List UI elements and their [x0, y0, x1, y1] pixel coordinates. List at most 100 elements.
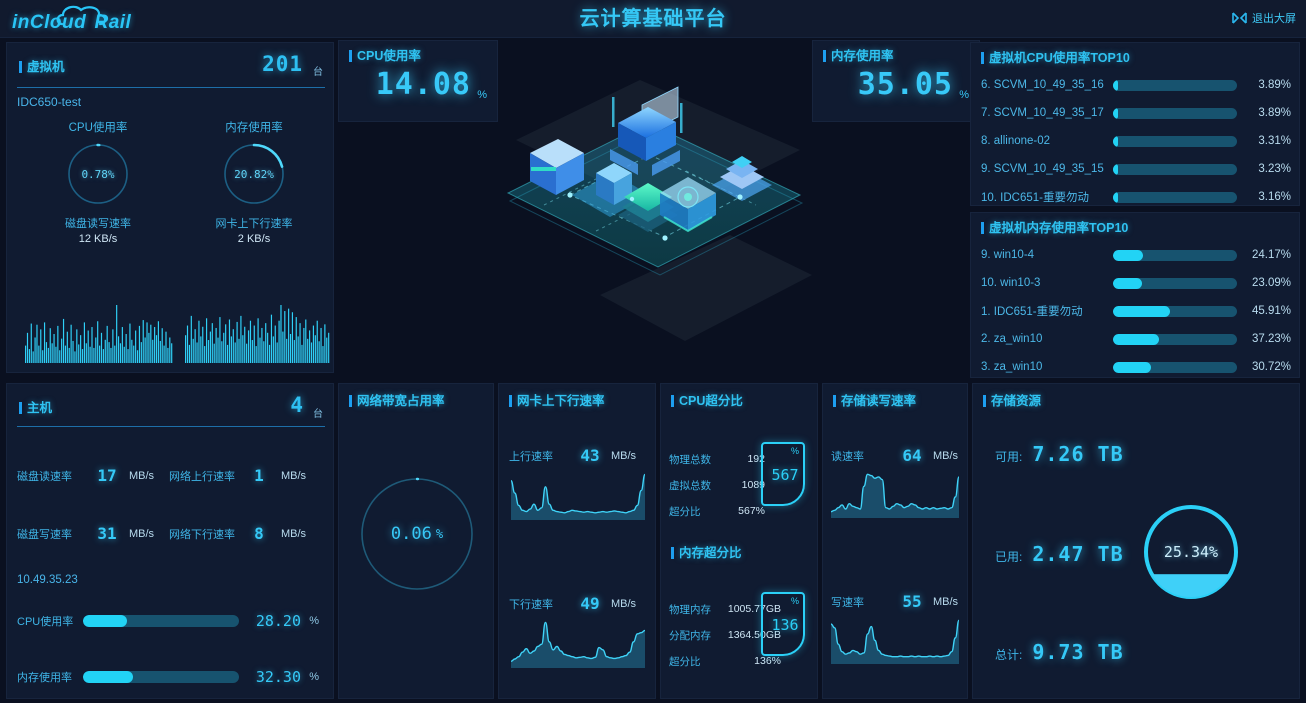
network-bandwidth-unit: %: [435, 527, 444, 541]
logo-text: inCloud Rail: [12, 12, 131, 34]
vm-cpu-gauge: 0.78%: [65, 141, 131, 207]
app-logo: inCloud Rail: [8, 3, 158, 35]
host-disk-read-value: 17: [97, 466, 117, 485]
memory-usage-unit: %: [959, 89, 969, 101]
top10-row[interactable]: 3. za_win10 30.72%: [981, 353, 1291, 381]
storage-write-chart: [830, 614, 960, 669]
top10-row[interactable]: 8. allinone-02 3.31%: [981, 127, 1291, 155]
page-title: 云计算基础平台: [579, 8, 727, 30]
storage-resource-title: 存储资源: [981, 394, 1041, 408]
host-disk-write-unit: MB/s: [129, 527, 155, 540]
memory-oversubscription-title: 内存超分比: [669, 546, 742, 560]
vm-memory-top10-title: 虚拟机内存使用率TOP10: [979, 221, 1128, 235]
host-net-down-value: 8: [254, 524, 264, 543]
host-net-down-unit: MB/s: [281, 527, 307, 540]
vm-panel-title: 虚拟机: [17, 60, 65, 74]
host-disk-read-label: 磁盘读速率: [17, 470, 72, 483]
vm-memory-gauge-label: 内存使用率: [225, 122, 283, 134]
top10-usage-percent: 3.23%: [1258, 163, 1291, 175]
bandwidth-ring-icon: [360, 477, 474, 591]
cpu-badge-unit: %: [790, 446, 799, 456]
vm-disk-label: 磁盘读写速率: [65, 218, 131, 230]
network-bandwidth-readout: 0.06 %: [357, 474, 477, 594]
nic-speed-title: 网卡上下行速率: [507, 394, 605, 408]
top10-row[interactable]: 1. IDC651-重要勿动 45.91%: [981, 297, 1291, 325]
cpu-ratio-value: 567%: [738, 505, 765, 517]
nic-download-unit: MB/s: [611, 597, 637, 610]
vm-nic-value: 2 KB/s: [237, 233, 271, 245]
cpu-badge-value: 567: [771, 466, 799, 484]
vm-name: IDC650-test: [17, 95, 82, 109]
storage-used-value: 2.47 TB: [1032, 542, 1124, 566]
cpu-physical-total-label: 物理总数: [669, 453, 711, 466]
vm-count-unit: 台: [313, 67, 323, 78]
host-cpu-row: CPU使用率 28.20 %: [17, 612, 329, 630]
vm-panel: 虚拟机 201 台 IDC650-test CPU使用率 0.78% 磁盘读写速…: [6, 42, 334, 373]
vm-cpu-value: 0.78%: [81, 167, 115, 181]
top10-vm-name: 10. IDC651-重要勿动: [981, 192, 1090, 204]
top10-usage-percent: 3.16%: [1258, 191, 1291, 203]
top10-usage-bar: [1113, 79, 1237, 91]
network-bandwidth-value: 0.06: [390, 524, 432, 544]
cpu-oversubscription-badge: % 567: [761, 442, 805, 506]
vm-disk-sparkline: [25, 301, 173, 363]
vm-cpu-top10-list: 6. SCVM_10_49_35_16 3.89% 7. SCVM_10_49_35…: [981, 71, 1291, 211]
top10-row[interactable]: 6. SCVM_10_49_35_16 3.89%: [981, 71, 1291, 99]
top10-usage-percent: 3.89%: [1258, 79, 1291, 91]
top10-usage-bar-fill: [1113, 191, 1118, 203]
host-cpu-unit: %: [309, 615, 319, 627]
exit-fullscreen-icon: [1232, 11, 1247, 24]
top10-usage-bar-fill: [1113, 277, 1142, 289]
nic-upload-chart: [510, 468, 646, 525]
host-ip-address: 10.49.35.23: [17, 574, 78, 586]
host-memory-unit: %: [309, 671, 319, 683]
exit-fullscreen-label: 退出大屏: [1252, 13, 1296, 25]
vm-panel-header: 虚拟机 201 台: [17, 52, 325, 87]
cpu-physical-total-value: 192: [747, 453, 765, 465]
top10-usage-bar: [1113, 107, 1237, 119]
host-memory-value: 32.30: [255, 668, 301, 686]
top10-usage-bar-fill: [1113, 107, 1118, 119]
top10-usage-percent: 30.72%: [1251, 361, 1291, 373]
memory-allocated-label: 分配内存: [669, 629, 711, 642]
storage-read-chart: [830, 468, 960, 523]
host-memory-row: 内存使用率 32.30 %: [17, 668, 329, 686]
top10-row[interactable]: 9. win10-4 24.17%: [981, 241, 1291, 269]
host-panel: 主机 4 台 磁盘读速率 17 MB/s 网络上行速率 1 MB/s 磁盘写速率…: [6, 383, 334, 699]
nic-speed-panel: 网卡上下行速率 上行速率 43 MB/s 下行速率 49 MB/s: [498, 383, 656, 699]
exit-fullscreen-button[interactable]: 退出大屏: [1232, 10, 1296, 26]
host-count: 4: [290, 393, 303, 417]
cloud-icon: [56, 5, 107, 26]
storage-total-value: 9.73 TB: [1032, 640, 1124, 664]
host-disk-write-value: 31: [97, 524, 117, 543]
storage-liquid-gauge-icon: [1144, 505, 1238, 599]
top10-row[interactable]: 2. za_win10 37.23%: [981, 325, 1291, 353]
host-panel-header: 主机 4 台: [17, 393, 325, 426]
nic-download-value: 49: [580, 594, 600, 613]
header-bar: inCloud Rail 云计算基础平台 退出大屏: [0, 0, 1306, 38]
top10-row[interactable]: 10. win10-3 23.09%: [981, 269, 1291, 297]
top10-usage-bar: [1113, 333, 1237, 345]
cpu-virtual-total-label: 虚拟总数: [669, 479, 711, 492]
storage-used-row: 已用: 2.47 TB: [995, 542, 1124, 566]
host-cpu-value: 28.20: [255, 612, 301, 630]
top10-usage-percent: 3.31%: [1258, 135, 1291, 147]
host-cpu-label: CPU使用率: [17, 616, 74, 628]
host-memory-bar-fill: [83, 671, 134, 683]
top10-vm-name: 9. SCVM_10_49_35_15: [981, 163, 1104, 175]
vm-memory-gauge: 20.82%: [221, 141, 287, 207]
host-net-up-unit: MB/s: [281, 469, 307, 482]
host-cpu-bar-fill: [83, 615, 127, 627]
vm-nic-label: 网卡上下行速率: [215, 218, 293, 230]
top10-usage-bar-fill: [1113, 163, 1118, 175]
top10-vm-name: 2. za_win10: [981, 333, 1043, 345]
top10-row[interactable]: 7. SCVM_10_49_35_17 3.89%: [981, 99, 1291, 127]
vm-cpu-top10-panel: 虚拟机CPU使用率TOP10 6. SCVM_10_49_35_16 3.89% 7…: [970, 42, 1300, 206]
top10-row[interactable]: 10. IDC651-重要勿动 3.16%: [981, 183, 1291, 211]
storage-read-label: 读速率: [831, 450, 864, 463]
top10-row[interactable]: 9. SCVM_10_49_35_15 3.23%: [981, 155, 1291, 183]
memory-ratio-label: 超分比: [669, 655, 701, 668]
cpu-virtual-total-row: 虚拟总数 1089: [669, 472, 765, 498]
cpu-ratio-label: 超分比: [669, 505, 701, 518]
datacenter-illustration-svg: [506, 80, 812, 341]
